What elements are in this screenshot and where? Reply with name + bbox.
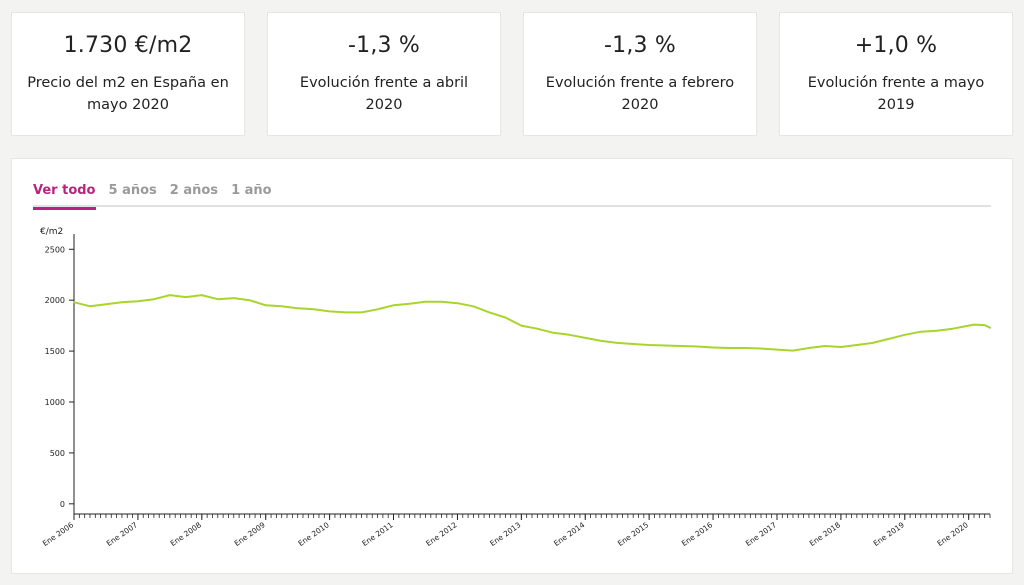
range-tabs: Ver todo 5 años 2 años 1 año: [33, 179, 991, 210]
tab-2-anos[interactable]: 2 años: [169, 183, 219, 198]
x-tick-label: Ene 2015: [616, 520, 650, 548]
y-tick-label: 2500: [45, 245, 65, 254]
kpi-card-price: 1.730 €/m2 Precio del m2 en España en ma…: [11, 12, 245, 136]
x-tick-label: Ene 2009: [233, 520, 267, 548]
kpi-label: Evolución frente a febrero 2020: [545, 75, 735, 113]
price-chart-panel: €/m2 0 500 1000 1500 2000 2500 Ene 2006 Ene 2007…: [11, 158, 1013, 574]
x-tick-label: Ene 2016: [680, 520, 714, 548]
kpi-card-year-change: +1,0 % Evolución frente a mayo 2019: [779, 12, 1013, 136]
tab-1-ano[interactable]: 1 año: [231, 183, 272, 198]
kpi-value: -1,3 %: [603, 33, 677, 58]
x-tick-label: Ene 2017: [744, 520, 778, 548]
y-axis-label: €/m2: [40, 227, 63, 237]
y-tick-label: 0: [60, 500, 65, 509]
y-tick-label: 500: [50, 449, 65, 458]
x-tick-label: Ene 2019: [872, 520, 906, 548]
kpi-label: Precio del m2 en España en mayo 2020: [27, 75, 229, 113]
kpi-value: 1.730 €/m2: [63, 33, 193, 58]
x-tick-label: Ene 2006: [41, 520, 75, 548]
x-tick-label: Ene 2013: [488, 520, 522, 548]
kpi-label: Evolución frente a abril 2020: [299, 75, 469, 113]
price-series-line: [73, 294, 991, 352]
kpi-label: Evolución frente a mayo 2019: [807, 75, 985, 113]
y-tick-label: 2000: [45, 296, 65, 305]
kpi-value: +1,0 %: [854, 33, 938, 58]
kpi-value: -1,3 %: [347, 33, 421, 58]
tab-ver-todo[interactable]: Ver todo: [33, 183, 96, 210]
x-tick-label: Ene 2008: [169, 520, 203, 548]
x-tick-label: Ene 2012: [424, 520, 458, 548]
y-tick-label: 1000: [45, 398, 65, 407]
y-tick-label: 1500: [45, 347, 65, 356]
x-tick-label: Ene 2014: [552, 520, 586, 548]
x-tick-label: Ene 2010: [296, 520, 330, 548]
x-tick-label: Ene 2018: [808, 520, 842, 548]
kpi-card-month-change: -1,3 % Evolución frente a abril 2020: [267, 12, 501, 136]
tab-5-anos[interactable]: 5 años: [108, 183, 157, 198]
x-tick-label: Ene 2007: [105, 520, 139, 548]
kpi-card-quarter-change: -1,3 % Evolución frente a febrero 2020: [523, 12, 757, 136]
price-line-chart: €/m2 0 500 1000 1500 2000 2500 Ene 2006 Ene 2007…: [40, 227, 991, 548]
x-tick-label: Ene 2011: [360, 520, 394, 548]
x-tick-label: Ene 2020: [936, 520, 970, 548]
